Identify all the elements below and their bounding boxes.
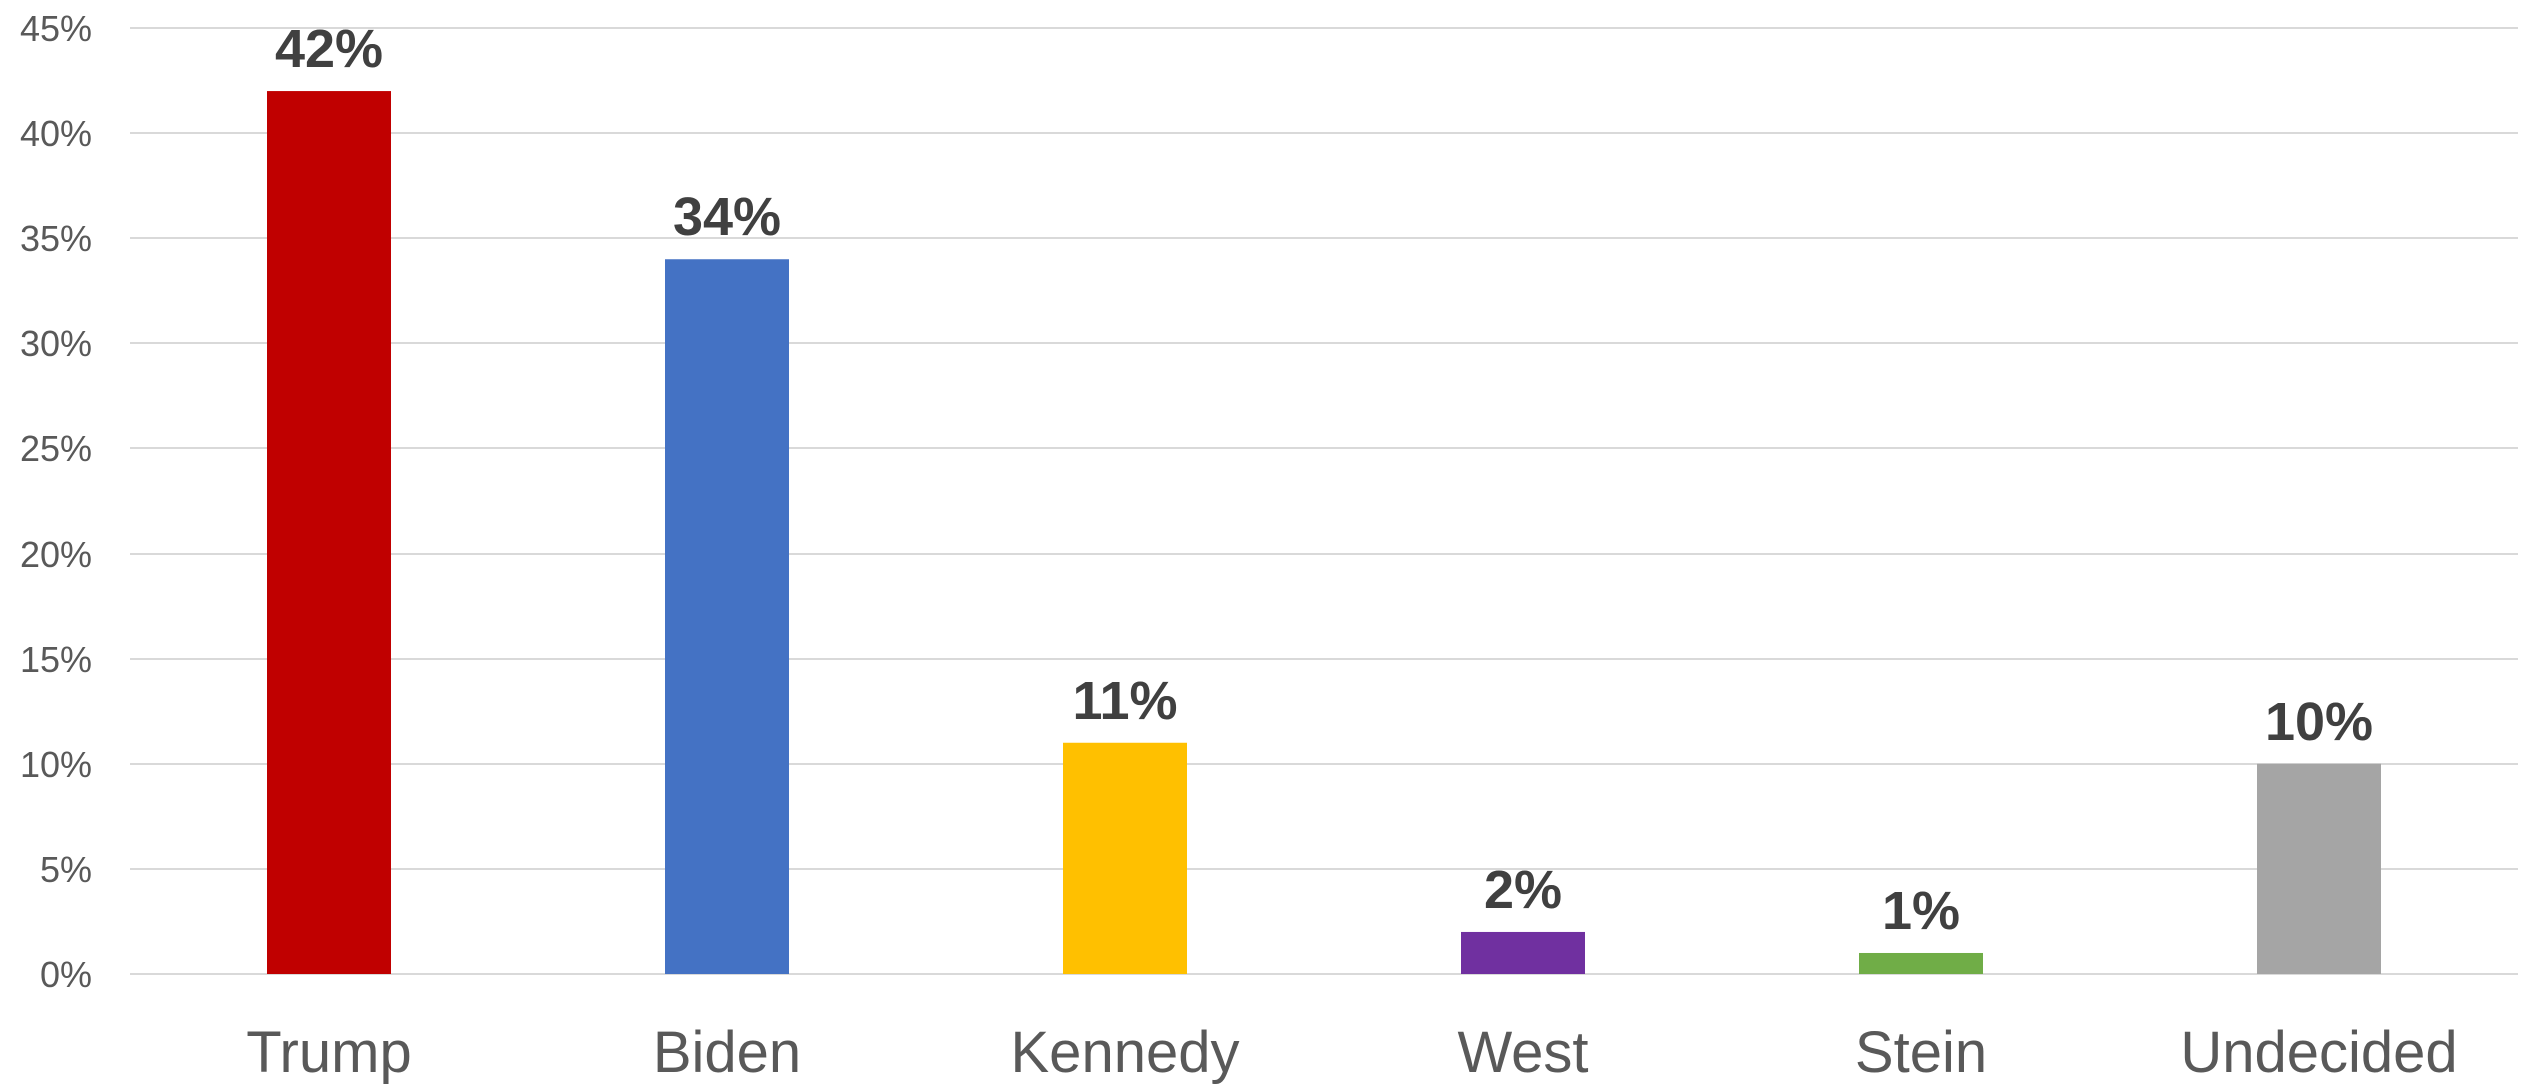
y-tick-label-10: 10%	[20, 744, 92, 785]
bar-trump	[267, 91, 391, 975]
x-tick-label-trump: Trump	[246, 1020, 411, 1085]
data-label-biden: 34%	[673, 187, 781, 247]
data-label-undecided: 10%	[2265, 692, 2373, 752]
x-tick-label-west: West	[1457, 1020, 1588, 1085]
y-tick-label-30: 30%	[20, 323, 92, 364]
y-tick-label-40: 40%	[20, 113, 92, 154]
y-axis-tick-labels: 0% 5% 10% 15% 20% 25% 30% 35% 40% 45%	[20, 8, 92, 995]
data-label-stein: 1%	[1882, 881, 1960, 941]
y-tick-label-25: 25%	[20, 428, 92, 469]
x-tick-label-kennedy: Kennedy	[1011, 1020, 1240, 1085]
y-tick-label-5: 5%	[40, 849, 92, 890]
bars	[267, 91, 2381, 975]
bar-west	[1461, 931, 1585, 974]
y-tick-label-20: 20%	[20, 534, 92, 575]
y-tick-label-45: 45%	[20, 8, 92, 49]
x-tick-label-stein: Stein	[1855, 1020, 1987, 1085]
x-axis-tick-labels: Trump Biden Kennedy West Stein Undecided	[246, 1020, 2457, 1085]
y-tick-label-0: 0%	[40, 954, 92, 995]
bar-kennedy	[1063, 742, 1187, 974]
y-tick-label-15: 15%	[20, 639, 92, 680]
bar-undecided	[2257, 763, 2381, 974]
y-tick-label-35: 35%	[20, 218, 92, 259]
data-label-kennedy: 11%	[1072, 671, 1177, 731]
data-labels: 42% 34% 11% 2% 1% 10%	[275, 19, 2373, 941]
gridlines	[130, 27, 2518, 975]
x-tick-label-biden: Biden	[653, 1020, 801, 1085]
x-tick-label-undecided: Undecided	[2180, 1020, 2457, 1085]
data-label-trump: 42%	[275, 19, 383, 79]
bar-stein	[1859, 952, 1983, 974]
data-label-west: 2%	[1484, 860, 1562, 920]
bar-biden	[665, 259, 789, 974]
